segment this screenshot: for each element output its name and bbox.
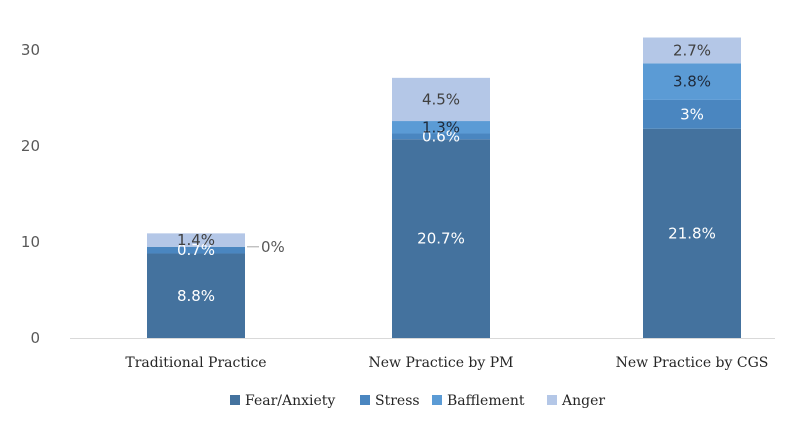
legend-label-bafflement: Bafflement	[447, 393, 525, 409]
y-tick-label-30: 30	[21, 41, 40, 59]
x-tick-label-traditional-practice: Traditional Practice	[125, 355, 266, 371]
bar-bafflement-new-practice-by-pm	[392, 121, 490, 134]
data-label-bafflement-new-practice-by-cgs: 3.8%	[673, 73, 711, 91]
legend-swatch-stress	[360, 395, 370, 405]
legend-label-stress: Stress	[375, 393, 420, 409]
data-label-stress-new-practice-by-pm: 0.6%	[422, 127, 460, 145]
data-label-bafflement-traditional-practice: 0%	[261, 238, 285, 256]
legend-swatch-anger	[547, 395, 557, 405]
legend-label-anger: Anger	[561, 393, 605, 409]
bar-fear-anxiety-traditional-practice	[147, 253, 245, 338]
data-label-anger-new-practice-by-pm: 4.5%	[422, 90, 460, 108]
y-tick-label-10: 10	[21, 233, 40, 251]
legend-label-fear-anxiety: Fear/Anxiety	[245, 393, 335, 409]
data-labels: 8.8% 0.7% 0% 1.4% 20.7% 0.6%1.3% 4.5% 21.8% 3% 3.…	[177, 41, 716, 304]
bar-bafflement-new-practice-by-cgs	[643, 63, 741, 100]
x-axis: Traditional Practice New Practice by PM Ne…	[125, 355, 768, 371]
data-label-fear-anxiety-new-practice-by-cgs: 21.8%	[668, 224, 716, 242]
data-label-fear-anxiety-traditional-practice: 8.8%	[177, 287, 215, 305]
x-tick-label-new-practice-by-pm: New Practice by PM	[368, 355, 513, 371]
legend: Fear/Anxiety Stress Bafflement Anger	[230, 393, 605, 409]
bar-fear-anxiety-new-practice-by-cgs	[643, 128, 741, 338]
y-tick-label-0: 0	[30, 329, 40, 347]
data-label-stress-traditional-practice: 0.7%	[177, 241, 215, 259]
data-label-anger-new-practice-by-cgs: 2.7%	[673, 41, 711, 59]
bar-anger-traditional-practice	[147, 233, 245, 247]
data-label-fear-anxiety-new-practice-by-pm: 20.7%	[417, 230, 465, 248]
bar-anger-new-practice-by-pm	[392, 77, 490, 122]
y-tick-label-20: 20	[21, 137, 40, 155]
bars	[147, 37, 741, 338]
data-label-stress-new-practice-by-cgs: 3%	[680, 105, 704, 123]
data-label-anger-traditional-practice: 1.4%	[177, 231, 215, 249]
bar-stress-new-practice-by-pm	[392, 133, 490, 140]
bar-anger-new-practice-by-cgs	[643, 37, 741, 64]
bar-stress-new-practice-by-cgs	[643, 99, 741, 129]
data-label-bafflement-new-practice-by-pm: 1.3%	[422, 118, 460, 136]
legend-swatch-fear-anxiety	[230, 395, 240, 405]
bar-fear-anxiety-new-practice-by-pm	[392, 139, 490, 338]
x-tick-label-new-practice-by-cgs: New Practice by CGS	[616, 355, 769, 371]
y-axis: 0 10 20 30	[21, 41, 40, 347]
bar-stress-traditional-practice	[147, 246, 245, 254]
legend-swatch-bafflement	[432, 395, 442, 405]
